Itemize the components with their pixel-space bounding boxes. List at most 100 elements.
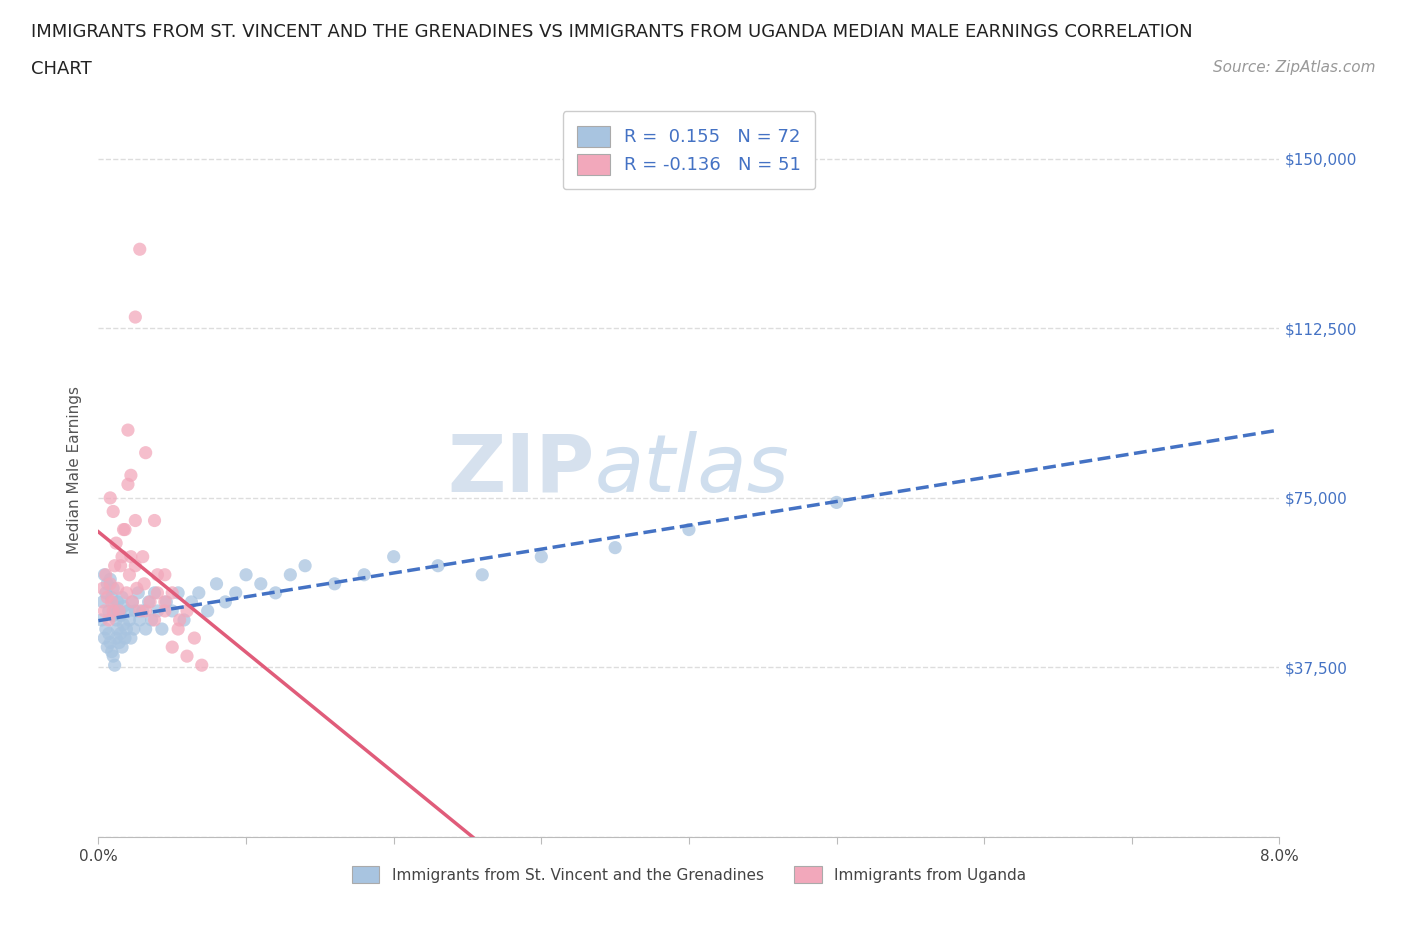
- Point: [250, 577, 273, 591]
- Point: [173, 613, 195, 628]
- Point: [117, 477, 139, 492]
- Point: [103, 649, 125, 664]
- Point: [98, 490, 121, 505]
- Point: [114, 631, 136, 645]
- Point: [146, 585, 169, 600]
- Point: [115, 585, 138, 600]
- Point: [678, 522, 700, 537]
- Point: [107, 581, 129, 596]
- Point: [167, 585, 190, 600]
- Point: [214, 594, 236, 609]
- Point: [382, 550, 405, 565]
- Point: [112, 599, 135, 614]
- Point: [90, 613, 112, 628]
- Point: [138, 594, 160, 609]
- Point: [191, 658, 214, 672]
- Point: [471, 567, 494, 582]
- Point: [111, 640, 134, 655]
- Point: [100, 590, 122, 604]
- Point: [153, 567, 176, 582]
- Point: [103, 504, 125, 519]
- Point: [97, 604, 120, 618]
- Point: [124, 310, 146, 325]
- Point: [114, 522, 136, 537]
- Point: [110, 558, 132, 573]
- Point: [108, 604, 131, 618]
- Point: [167, 621, 190, 636]
- Point: [98, 635, 121, 650]
- Point: [205, 577, 228, 591]
- Point: [93, 631, 115, 645]
- Point: [323, 577, 346, 591]
- Point: [97, 613, 120, 628]
- Point: [117, 604, 139, 618]
- Point: [180, 594, 202, 609]
- Point: [264, 585, 287, 600]
- Point: [107, 594, 129, 609]
- Point: [135, 621, 157, 636]
- Point: [183, 631, 205, 645]
- Point: [100, 644, 122, 659]
- Text: atlas: atlas: [595, 431, 789, 509]
- Point: [105, 536, 128, 551]
- Point: [353, 567, 375, 582]
- Point: [110, 626, 132, 641]
- Point: [118, 567, 141, 582]
- Point: [96, 577, 118, 591]
- Point: [111, 590, 134, 604]
- Point: [93, 604, 115, 618]
- Point: [103, 604, 125, 618]
- Point: [132, 550, 155, 565]
- Text: IMMIGRANTS FROM ST. VINCENT AND THE GRENADINES VS IMMIGRANTS FROM UGANDA MEDIAN : IMMIGRANTS FROM ST. VINCENT AND THE GREN…: [31, 23, 1192, 41]
- Point: [121, 594, 143, 609]
- Point: [605, 540, 627, 555]
- Point: [146, 604, 169, 618]
- Point: [104, 658, 127, 672]
- Point: [141, 613, 163, 628]
- Point: [162, 585, 183, 600]
- Point: [825, 495, 848, 510]
- Point: [105, 631, 128, 645]
- Point: [103, 581, 125, 596]
- Point: [105, 613, 128, 628]
- Point: [124, 513, 146, 528]
- Point: [530, 550, 553, 565]
- Point: [143, 585, 166, 600]
- Point: [118, 613, 141, 628]
- Point: [197, 604, 219, 618]
- Point: [426, 558, 449, 573]
- Point: [162, 640, 183, 655]
- Point: [125, 581, 148, 596]
- Point: [111, 550, 134, 565]
- Point: [97, 626, 120, 641]
- Point: [187, 585, 209, 600]
- Point: [93, 567, 115, 582]
- Point: [135, 445, 157, 460]
- Point: [127, 585, 149, 600]
- Point: [94, 585, 117, 600]
- Point: [117, 422, 139, 437]
- Point: [162, 604, 183, 618]
- Point: [96, 590, 118, 604]
- Point: [120, 550, 142, 565]
- Point: [104, 558, 127, 573]
- Text: ZIP: ZIP: [447, 431, 595, 509]
- Point: [121, 594, 143, 609]
- Point: [94, 621, 117, 636]
- Y-axis label: Median Male Earnings: Median Male Earnings: [67, 386, 83, 553]
- Point: [143, 513, 166, 528]
- Point: [155, 594, 177, 609]
- Point: [139, 594, 162, 609]
- Point: [122, 621, 145, 636]
- Point: [94, 567, 117, 582]
- Point: [120, 468, 142, 483]
- Point: [108, 604, 131, 618]
- Point: [153, 594, 176, 609]
- Point: [91, 581, 114, 596]
- Point: [110, 608, 132, 623]
- Point: [98, 572, 121, 587]
- Point: [150, 621, 173, 636]
- Point: [96, 640, 118, 655]
- Point: [107, 621, 129, 636]
- Point: [128, 604, 150, 618]
